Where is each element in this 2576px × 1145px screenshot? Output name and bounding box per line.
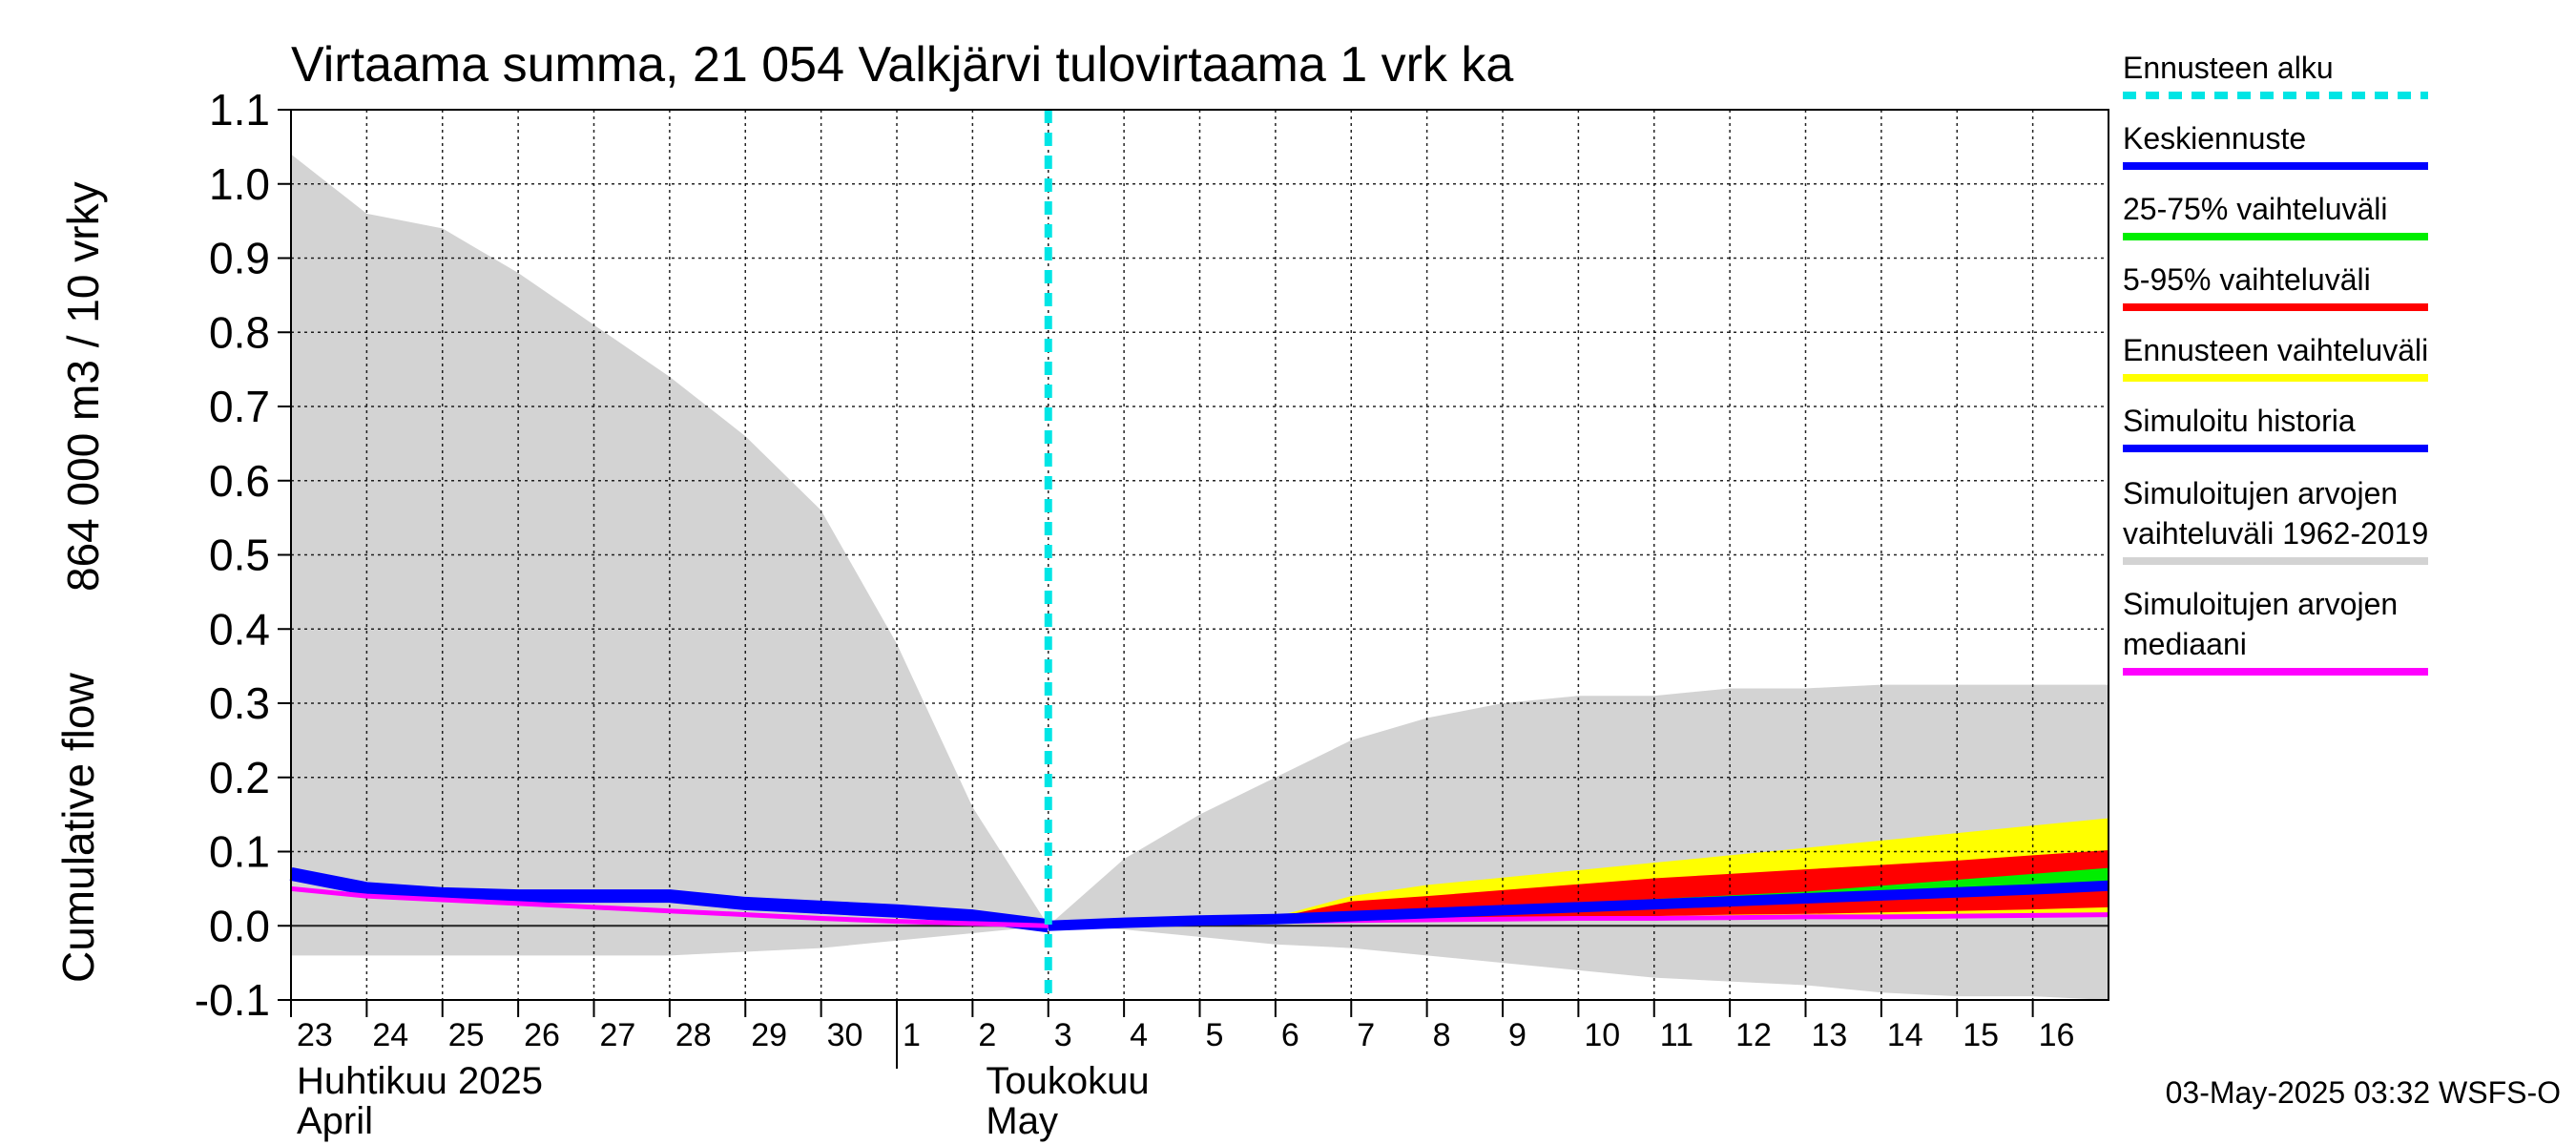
y-tick-label: 0.7 bbox=[209, 382, 270, 431]
month-label-april-en: April bbox=[297, 1100, 373, 1142]
y-tick-label: -0.1 bbox=[195, 975, 270, 1025]
legend-swatch bbox=[2123, 303, 2428, 311]
y-tick-label: 0.9 bbox=[209, 234, 270, 283]
y-tick-label: 1.1 bbox=[209, 85, 270, 135]
legend-item: 5-95% vaihteluväli bbox=[2123, 260, 2524, 311]
x-tick-label: 14 bbox=[1887, 1017, 1923, 1053]
x-tick-label: 15 bbox=[1963, 1017, 1999, 1053]
x-tick-label: 25 bbox=[448, 1017, 485, 1053]
y-tick-label: 0.5 bbox=[209, 531, 270, 580]
legend-label: Ennusteen vaihteluväli bbox=[2123, 333, 2429, 367]
legend-swatch bbox=[2123, 445, 2428, 452]
x-tick-label: 4 bbox=[1130, 1017, 1148, 1053]
x-tick-label: 7 bbox=[1357, 1017, 1375, 1053]
legend-label: Simuloitu historia bbox=[2123, 404, 2356, 438]
y-tick-label: 0.8 bbox=[209, 307, 270, 357]
y-tick-label: 0.1 bbox=[209, 827, 270, 877]
x-tick-label: 29 bbox=[751, 1017, 787, 1053]
month-label-april-fi: Huhtikuu 2025 bbox=[297, 1060, 543, 1102]
x-tick-label: 16 bbox=[2039, 1017, 2075, 1053]
legend-item: Simuloitujen arvojen vaihteluväli 1962-20… bbox=[2123, 473, 2524, 565]
legend-swatch bbox=[2123, 233, 2428, 240]
y-tick-label: 0.4 bbox=[209, 604, 270, 654]
p5-95-band bbox=[1048, 849, 2109, 926]
x-tick-label: 6 bbox=[1281, 1017, 1299, 1053]
y-tick-label: 1.0 bbox=[209, 159, 270, 209]
legend-swatch bbox=[2123, 557, 2428, 565]
legend-item: 25-75% vaihteluväli bbox=[2123, 189, 2524, 240]
legend-label: Ennusteen alku bbox=[2123, 51, 2334, 85]
legend-swatch bbox=[2123, 374, 2428, 382]
y-tick-label: 0.3 bbox=[209, 678, 270, 728]
x-tick-label: 27 bbox=[600, 1017, 636, 1053]
legend-label: Simuloitujen arvojen mediaani bbox=[2123, 587, 2399, 661]
y-tick-label: 0.6 bbox=[209, 456, 270, 506]
legend-item: Ennusteen vaihteluväli bbox=[2123, 330, 2524, 382]
y-tick-label: 0.0 bbox=[209, 901, 270, 950]
x-tick-label: 9 bbox=[1508, 1017, 1527, 1053]
x-tick-label: 5 bbox=[1206, 1017, 1224, 1053]
x-tick-label: 23 bbox=[297, 1017, 333, 1053]
legend-label: 25-75% vaihteluväli bbox=[2123, 192, 2388, 226]
month-label-may-fi: Toukokuu bbox=[986, 1060, 1149, 1102]
y-axis-label-bottom: Cumulative flow bbox=[53, 673, 103, 983]
simulated-history-line bbox=[289, 866, 1049, 933]
legend-label: Keskiennuste bbox=[2123, 121, 2307, 156]
x-tick-label: 26 bbox=[524, 1017, 560, 1053]
legend-swatch bbox=[2123, 668, 2428, 676]
x-tick-label: 3 bbox=[1054, 1017, 1072, 1053]
x-tick-label: 28 bbox=[675, 1017, 712, 1053]
legend-label: 5-95% vaihteluväli bbox=[2123, 262, 2371, 297]
month-label-may-en: May bbox=[986, 1100, 1058, 1142]
y-tick-label: 0.2 bbox=[209, 753, 270, 802]
x-tick-label: 11 bbox=[1660, 1017, 1693, 1053]
legend-item: Simuloitujen arvojen mediaani bbox=[2123, 584, 2524, 676]
x-tick-label: 13 bbox=[1812, 1017, 1848, 1053]
x-tick-label: 1 bbox=[903, 1017, 921, 1053]
legend-item: Simuloitu historia bbox=[2123, 401, 2524, 452]
legend-label: Simuloitujen arvojen vaihteluväli 1962-20… bbox=[2123, 476, 2429, 551]
legend-item: Keskiennuste bbox=[2123, 118, 2524, 170]
x-tick-label: 8 bbox=[1433, 1017, 1451, 1053]
x-tick-label: 12 bbox=[1735, 1017, 1772, 1053]
x-tick-label: 24 bbox=[372, 1017, 408, 1053]
x-tick-label: 30 bbox=[827, 1017, 863, 1053]
chart-title: Virtaama summa, 21 054 Valkjärvi tulovir… bbox=[291, 37, 1513, 93]
hist-range-band bbox=[291, 154, 2109, 1000]
plot-area: 1.1 1.0 0.9 0.8 0.7 0.6 0.5 0.4 0.3 0.2 0.1 0.0 -0.1… bbox=[195, 85, 2109, 1142]
y-axis-label-top: 864 000 m3 / 10 vrky bbox=[58, 181, 108, 592]
legend-item: Ennusteen alku bbox=[2123, 48, 2524, 99]
legend-swatch bbox=[2123, 162, 2428, 170]
mean-forecast-line bbox=[1048, 880, 2109, 931]
legend-swatch bbox=[2123, 92, 2428, 99]
timestamp-footer: 03-May-2025 03:32 WSFS-O bbox=[2165, 1075, 2561, 1110]
x-tick-label: 10 bbox=[1584, 1017, 1620, 1053]
x-tick-label: 2 bbox=[978, 1017, 996, 1053]
